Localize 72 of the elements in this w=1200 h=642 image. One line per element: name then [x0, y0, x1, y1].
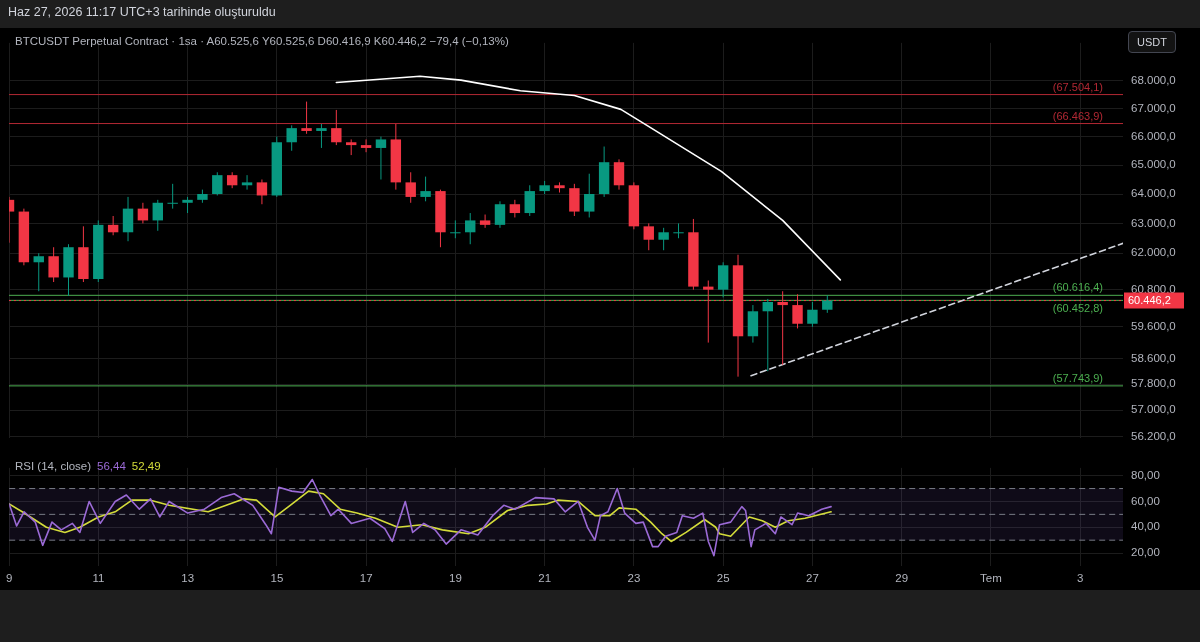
x-tick-label: 29: [895, 572, 909, 585]
y-tick-label: 65.000,0: [1131, 158, 1176, 171]
text: USDT: [1128, 31, 1176, 53]
y-tick-label: 62.000,0: [1131, 246, 1176, 259]
ref-line-label: (66.463,9): [1052, 109, 1103, 122]
candlestick: [241, 174, 253, 191]
x-tick-label: 23: [627, 572, 641, 585]
x-tick-label: 15: [270, 572, 284, 585]
candlestick: [360, 138, 372, 153]
ref-line-label: (60.616,4): [1052, 281, 1103, 294]
x-tick-label: 27: [806, 572, 819, 585]
ref-line-label: (67.504,1): [1052, 80, 1103, 93]
candlestick: [122, 196, 134, 242]
x-tick-label: 25: [716, 572, 730, 585]
chart-subtitle: BTCUSDT Perpetual Contract · 1sa · A60.525,6 Y60.525,6 D60.416,9 K60.446,2 −79,4 (−0,13%): [15, 35, 509, 47]
candlestick: [494, 200, 506, 229]
chart-title: Haz 27, 2026 11:17 UTC+3 tarihinde oluşturuldu: [8, 5, 276, 19]
candlestick: [584, 173, 595, 218]
candlestick: [107, 215, 119, 236]
y-tick-label: 66.000,0: [1131, 129, 1176, 142]
x-tick-label: 17: [359, 572, 373, 585]
candlestick: [479, 214, 491, 229]
candlestick: [450, 219, 461, 239]
candlestick: [569, 183, 580, 217]
x-tick-label: 11: [92, 572, 105, 585]
x-tick-label: 21: [538, 572, 552, 585]
candlestick: [256, 178, 268, 205]
candlestick: [762, 298, 773, 372]
x-tick-label: Tem: [980, 572, 1002, 585]
candlestick: [613, 158, 625, 191]
y-tick-label: 68.000,0: [1131, 74, 1176, 87]
ref-line-label: (60.452,8): [1052, 302, 1103, 315]
candlestick: [465, 212, 476, 245]
ref-line-label: (57.743,9): [1052, 371, 1103, 384]
y-tick-label: 58.600,0: [1131, 351, 1176, 364]
y-tick-label: 64.000,0: [1131, 187, 1176, 200]
x-tick-label: 3: [1077, 572, 1084, 585]
annotation: 52,49: [131, 460, 161, 472]
y-tick-label: 80,00: [1131, 468, 1160, 481]
candlestick: [48, 246, 59, 283]
y-tick-label: 63.000,0: [1131, 216, 1176, 229]
candlestick: [375, 136, 387, 180]
y-tick-label: 59.600,0: [1131, 320, 1176, 333]
y-tick-label: 56.200,0: [1131, 429, 1176, 442]
y-tick-label: 60.800,0: [1131, 282, 1176, 295]
candlestick: [807, 301, 818, 328]
candlestick: [643, 222, 654, 251]
x-tick-label: 9: [5, 572, 13, 585]
y-tick-label: 60,00: [1131, 494, 1160, 507]
x-tick-label: 13: [181, 572, 195, 585]
y-tick-label: 57.000,0: [1131, 403, 1176, 416]
candlestick: [33, 252, 44, 292]
candlestick: [286, 124, 297, 152]
candlestick: [331, 109, 342, 146]
annotation: 56,44: [97, 460, 126, 472]
candlestick: [658, 227, 669, 251]
chart-title: RSI (14, close): [15, 460, 92, 472]
candlestick: [673, 222, 684, 239]
x-tick-label: 19: [449, 572, 462, 585]
ref-line-label: 60.446,2: [1128, 293, 1171, 306]
candlestick: [420, 176, 431, 202]
candlestick: [212, 171, 223, 196]
candlestick: [405, 171, 416, 204]
candlestick: [152, 199, 163, 232]
y-tick-label: 40,00: [1131, 520, 1160, 533]
y-tick-label: 57.800,0: [1131, 377, 1176, 390]
candlestick: [316, 123, 327, 149]
candlestick: [167, 183, 178, 210]
candlestick: [301, 101, 312, 135]
y-tick-label: 20,00: [1131, 546, 1160, 559]
candlestick: [524, 184, 535, 217]
y-tick-label: 67.000,0: [1131, 101, 1176, 114]
